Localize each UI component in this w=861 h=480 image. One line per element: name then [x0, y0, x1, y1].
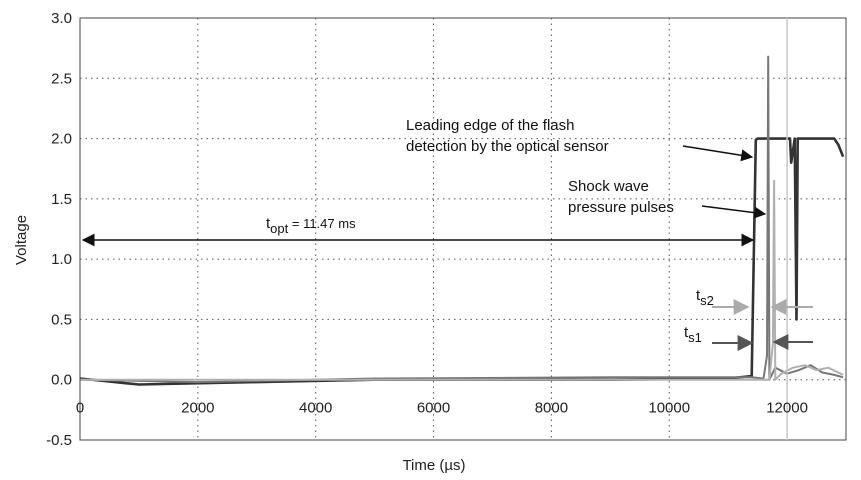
x-tick-labels: 0 2000 4000 6000 8000 10000 12000: [76, 400, 808, 417]
y-axis-label: Voltage: [13, 215, 30, 265]
ts1-sub: s1: [688, 330, 702, 345]
shock-arrow: [701, 205, 767, 219]
series-line-2: [80, 179, 844, 381]
ts2-label: ts2: [696, 287, 714, 308]
series-line-0: [79, 137, 845, 386]
y-tick-label-4: 1.5: [51, 191, 72, 208]
topt-main: t: [266, 215, 271, 232]
topt-value: = 11.47 ms: [288, 216, 356, 231]
x-tick-label-2: 4000: [299, 400, 332, 417]
x-tick-label-3: 6000: [417, 400, 450, 417]
y-tick-label-0: -0.5: [46, 432, 72, 449]
x-tick-label-4: 8000: [535, 400, 568, 417]
topt-sub: opt: [270, 221, 288, 236]
ts1-main: t: [684, 324, 689, 341]
y-tick-label-6: 2.5: [51, 70, 72, 87]
shock-annotation-line2: pressure pulses: [568, 199, 674, 216]
ts2-sub: s2: [700, 293, 714, 308]
flash-annotation-line2: detection by the optical sensor: [406, 138, 609, 155]
y-tick-label-7: 3.0: [51, 10, 72, 27]
ts2-main: t: [696, 287, 701, 304]
y-tick-labels: -0.5 0.0 0.5 1.0 1.5 2.0 2.5 3.0: [46, 10, 72, 449]
ts1-label: ts1: [684, 324, 702, 345]
x-tick-label-6: 12000: [766, 400, 808, 417]
topt-label: topt = 11.47 ms: [266, 215, 356, 236]
series-group: [79, 55, 845, 386]
y-tick-label-5: 2.0: [51, 131, 72, 148]
y-tick-label-1: 0.0: [51, 372, 72, 389]
flash-annotation-line1: Leading edge of the flash: [406, 117, 574, 134]
series-line-1: [79, 55, 844, 384]
x-axis-label: Time (µs): [402, 457, 465, 474]
x-tick-label-1: 2000: [181, 400, 214, 417]
y-tick-label-3: 1.0: [51, 251, 72, 268]
x-tick-label-5: 10000: [648, 400, 690, 417]
plot-frame: [79, 17, 847, 441]
flash-arrow: [682, 145, 754, 162]
y-tick-label-2: 0.5: [51, 311, 72, 328]
x-tick-label-0: 0: [76, 400, 84, 417]
shock-annotation-line1: Shock wave: [568, 178, 649, 195]
